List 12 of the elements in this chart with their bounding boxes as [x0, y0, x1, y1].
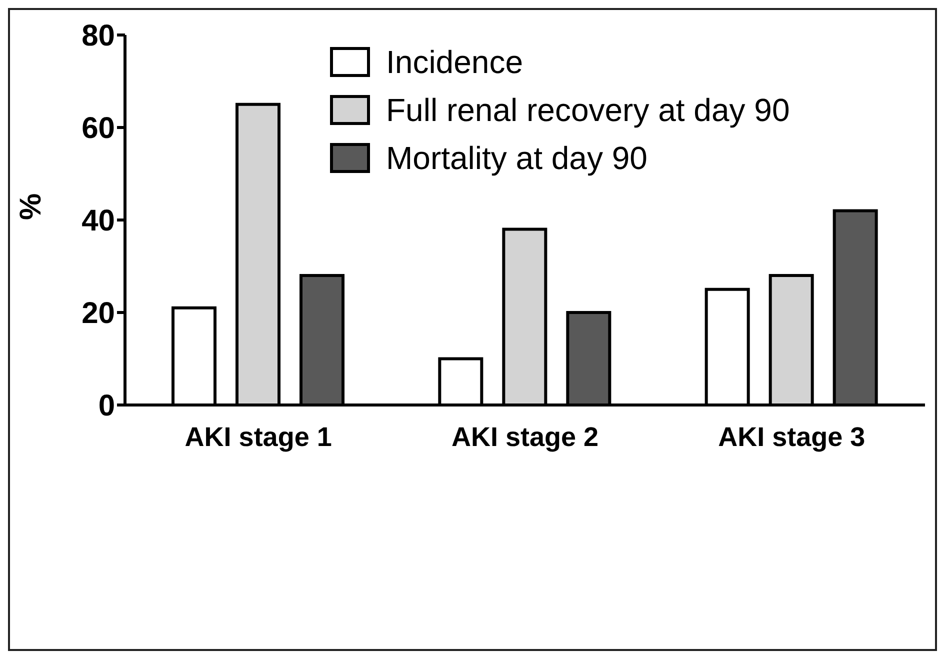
y-tick-label: 60 — [82, 112, 115, 146]
x-tick-label: AKI stage 2 — [451, 422, 599, 452]
y-axis-title: % — [14, 193, 48, 220]
legend-label: Mortality at day 90 — [386, 140, 648, 176]
y-tick-label: 80 — [82, 20, 115, 53]
legend-label: Incidence — [386, 44, 523, 80]
y-tick-label: 20 — [82, 297, 115, 330]
legend-label: Full renal recovery at day 90 — [386, 92, 790, 128]
x-tick-label: AKI stage 3 — [718, 422, 866, 452]
x-tick-label: AKI stage 1 — [184, 422, 332, 452]
y-tick-label: 0 — [98, 390, 115, 423]
y-tick-label: 40 — [82, 204, 115, 238]
